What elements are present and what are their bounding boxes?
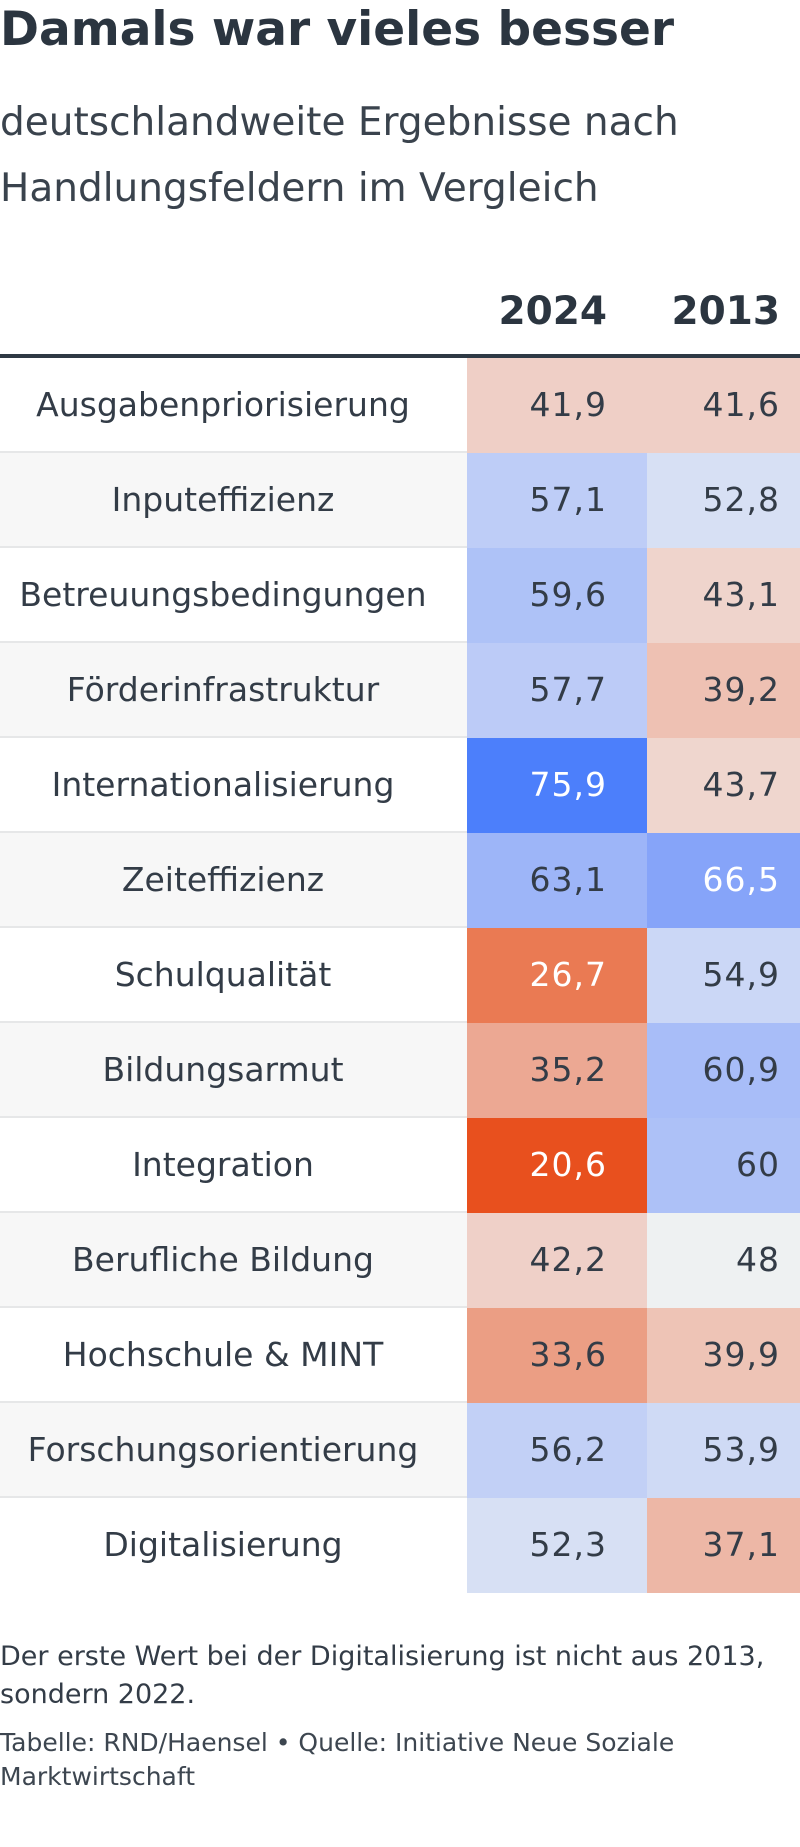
cell-2024: 75,9	[467, 738, 647, 833]
row-label: Hochschule & MINT	[62, 1335, 384, 1374]
row-label: Förderinfrastruktur	[66, 670, 380, 709]
row-label: Digitalisierung	[103, 1525, 343, 1564]
cell-2013: 43,7	[647, 738, 800, 833]
cell-2013: 66,5	[647, 833, 800, 928]
table-row: Schulqualität 26,7 54,9	[0, 928, 800, 1023]
cell-2013: 53,9	[647, 1403, 800, 1498]
row-label: Internationalisierung	[51, 765, 395, 804]
row-label: Schulqualität	[114, 955, 332, 994]
chart-subtitle: deutschlandweite Ergebnisse nach Handlun…	[0, 100, 679, 211]
chart-note: Der erste Wert bei der Digitalisierung i…	[0, 1641, 765, 1710]
row-label: Berufliche Bildung	[72, 1240, 374, 1279]
cell-2013: 39,9	[647, 1308, 800, 1403]
cell-2024: 33,6	[467, 1308, 647, 1403]
cell-2024: 26,7	[467, 928, 647, 1023]
cell-2013: 54,9	[647, 928, 800, 1023]
cell-2013: 48	[647, 1213, 800, 1308]
cell-2013: 43,1	[647, 548, 800, 643]
cell-2024: 63,1	[467, 833, 647, 928]
table-row: Betreuungsbedingungen 59,6 43,1	[0, 548, 800, 643]
row-label: Zeiteffizienz	[121, 860, 325, 899]
cell-2024: 52,3	[467, 1498, 647, 1593]
cell-2024: 35,2	[467, 1023, 647, 1118]
row-label: Betreuungsbedingungen	[19, 575, 427, 614]
cell-2024: 59,6	[467, 548, 647, 643]
chart-title: Damals war vieles besser	[0, 2, 675, 57]
table-row: Integration 20,6 60	[0, 1118, 800, 1213]
cell-2013: 39,2	[647, 643, 800, 738]
table-row: Forschungsorientierung 56,2 53,9	[0, 1403, 800, 1498]
row-label: Inputeffizienz	[111, 480, 335, 519]
table-row: Zeiteffizienz 63,1 66,5	[0, 833, 800, 928]
table-row: Internationalisierung 75,9 43,7	[0, 738, 800, 833]
cell-2013: 60	[647, 1118, 800, 1213]
cell-2013: 60,9	[647, 1023, 800, 1118]
table-row: Förderinfrastruktur 57,7 39,2	[0, 643, 800, 738]
cell-2024: 20,6	[467, 1118, 647, 1213]
header-divider	[0, 354, 800, 358]
column-header-2013: 2013	[671, 289, 780, 334]
row-label: Bildungsarmut	[102, 1050, 344, 1089]
table-row: Inputeffizienz 57,1 52,8	[0, 453, 800, 548]
cell-2024: 57,7	[467, 643, 647, 738]
row-label: Integration	[132, 1145, 314, 1184]
cell-2013: 52,8	[647, 453, 800, 548]
row-label: Forschungsorientierung	[27, 1430, 419, 1469]
cell-2013: 41,6	[647, 358, 800, 453]
cell-2013: 37,1	[647, 1498, 800, 1593]
cell-2024: 56,2	[467, 1403, 647, 1498]
table-row: Digitalisierung 52,3 37,1	[0, 1498, 800, 1593]
table-row: Berufliche Bildung 42,2 48	[0, 1213, 800, 1308]
table-body: Ausgabenpriorisierung 41,9 41,6 Inputeffizi…	[0, 358, 800, 1593]
cell-2024: 57,1	[467, 453, 647, 548]
cell-2024: 42,2	[467, 1213, 647, 1308]
table-row: Bildungsarmut 35,2 60,9	[0, 1023, 800, 1118]
table-row: Ausgabenpriorisierung 41,9 41,6	[0, 358, 800, 453]
cell-2024: 41,9	[467, 358, 647, 453]
table-row: Hochschule & MINT 33,6 39,9	[0, 1308, 800, 1403]
column-header-2024: 2024	[498, 289, 607, 334]
row-label: Ausgabenpriorisierung	[36, 385, 410, 424]
chart-source: Tabelle: RND/Haensel • Quelle: Initiativ…	[0, 1728, 675, 1791]
